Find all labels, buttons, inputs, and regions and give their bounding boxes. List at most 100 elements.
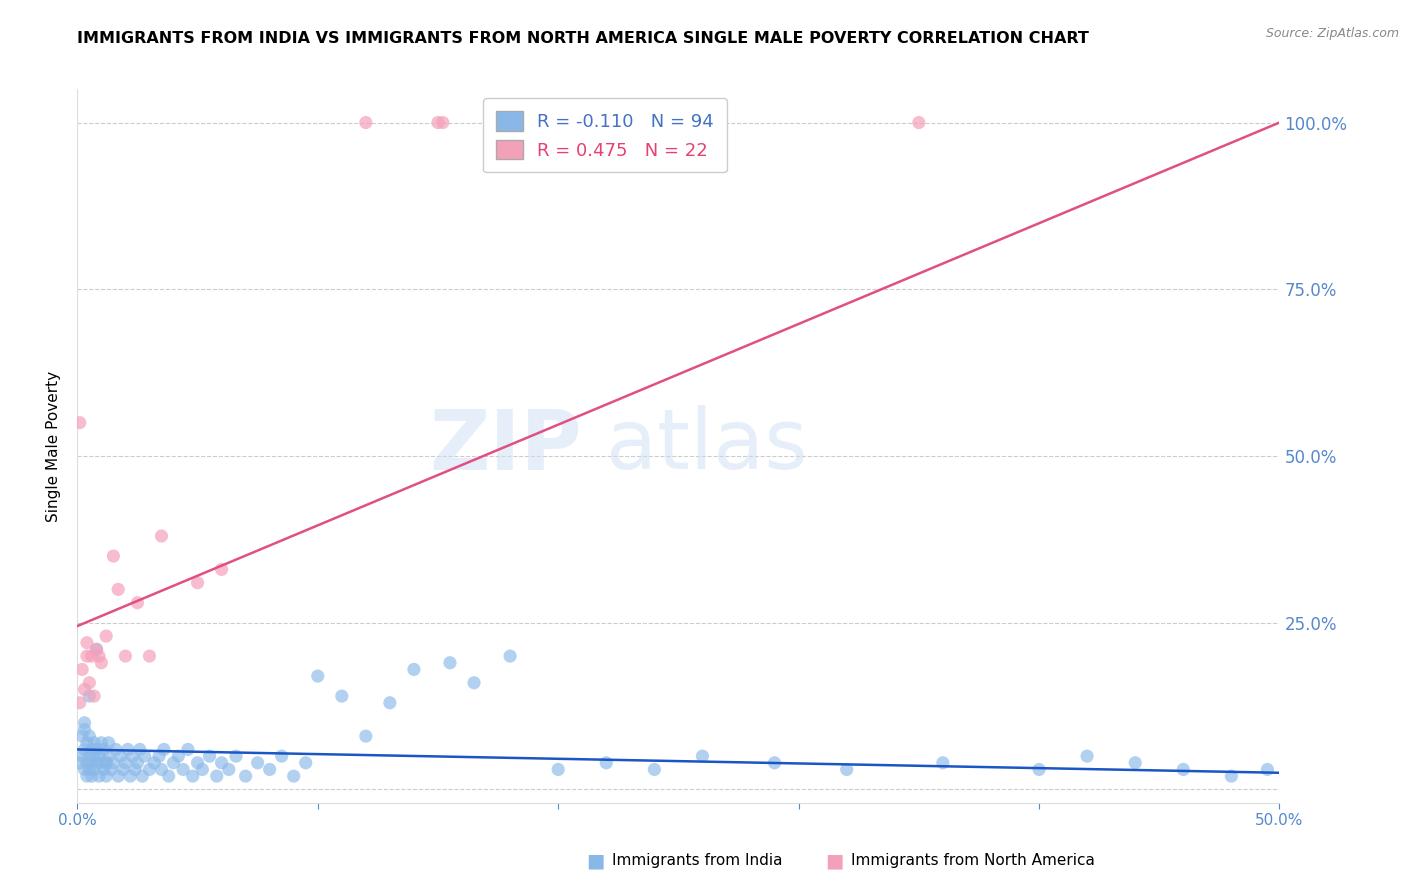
Point xyxy=(80,756,103,770)
Point xyxy=(86,642,108,657)
Point xyxy=(87,769,110,783)
Point xyxy=(86,742,108,756)
Point xyxy=(127,756,149,770)
Point xyxy=(595,756,617,770)
Point xyxy=(73,742,96,756)
Point xyxy=(427,115,450,129)
Point xyxy=(76,756,98,770)
Point xyxy=(131,769,153,783)
Point xyxy=(932,756,955,770)
Point xyxy=(218,763,240,777)
Point xyxy=(80,649,103,664)
Point xyxy=(763,756,786,770)
Point xyxy=(73,763,96,777)
Point xyxy=(117,742,139,756)
Point xyxy=(270,749,292,764)
Point xyxy=(1123,756,1146,770)
Point xyxy=(86,756,108,770)
Point xyxy=(96,769,118,783)
Point xyxy=(76,636,98,650)
Point xyxy=(157,769,180,783)
Point xyxy=(87,649,110,664)
Point xyxy=(354,115,377,129)
Point xyxy=(294,756,316,770)
Point xyxy=(330,689,353,703)
Point xyxy=(104,742,127,756)
Point xyxy=(908,115,931,129)
Point xyxy=(107,769,129,783)
Point xyxy=(835,763,858,777)
Point xyxy=(143,756,166,770)
Text: IMMIGRANTS FROM INDIA VS IMMIGRANTS FROM NORTH AMERICA SINGLE MALE POVERTY CORRE: IMMIGRANTS FROM INDIA VS IMMIGRANTS FROM… xyxy=(77,31,1090,46)
Point xyxy=(121,749,143,764)
Point xyxy=(103,549,125,563)
Point xyxy=(692,749,714,764)
Point xyxy=(138,649,160,664)
Point xyxy=(86,642,108,657)
Point xyxy=(150,763,173,777)
Point xyxy=(96,629,118,643)
Point xyxy=(547,763,569,777)
Point xyxy=(83,763,105,777)
Text: ZIP: ZIP xyxy=(430,406,582,486)
Point xyxy=(150,529,173,543)
Point xyxy=(76,736,98,750)
Text: Source: ZipAtlas.com: Source: ZipAtlas.com xyxy=(1265,27,1399,40)
Point xyxy=(463,675,485,690)
Point xyxy=(127,596,149,610)
Point xyxy=(97,736,120,750)
Point xyxy=(187,756,209,770)
Text: Immigrants from North America: Immigrants from North America xyxy=(851,854,1094,868)
Point xyxy=(181,769,204,783)
Point xyxy=(1220,769,1243,783)
Point xyxy=(235,769,257,783)
Point xyxy=(114,756,136,770)
Point xyxy=(191,763,214,777)
Point xyxy=(100,763,122,777)
Point xyxy=(79,689,101,703)
Point xyxy=(120,769,142,783)
Point xyxy=(643,763,665,777)
Point xyxy=(96,756,118,770)
Point xyxy=(110,749,132,764)
Point xyxy=(211,562,233,576)
Point xyxy=(148,749,170,764)
Point xyxy=(378,696,401,710)
Point xyxy=(1173,763,1195,777)
Point xyxy=(198,749,221,764)
Point xyxy=(90,756,112,770)
Point xyxy=(93,742,115,756)
Point xyxy=(402,662,425,676)
Legend: R = -0.110   N = 94, R = 0.475   N = 22: R = -0.110 N = 94, R = 0.475 N = 22 xyxy=(484,98,727,172)
Point xyxy=(80,769,103,783)
Point xyxy=(167,749,190,764)
Point xyxy=(439,656,461,670)
Point xyxy=(69,696,91,710)
Point xyxy=(83,749,105,764)
Point xyxy=(73,682,96,697)
Point xyxy=(79,749,101,764)
Y-axis label: Single Male Poverty: Single Male Poverty xyxy=(46,370,62,522)
Point xyxy=(354,729,377,743)
Point xyxy=(283,769,305,783)
Point xyxy=(307,669,329,683)
Text: atlas: atlas xyxy=(606,406,808,486)
Point xyxy=(79,729,101,743)
Point xyxy=(107,582,129,597)
Point xyxy=(153,742,176,756)
Point xyxy=(124,763,146,777)
Point xyxy=(114,649,136,664)
Point xyxy=(1076,749,1098,764)
Point xyxy=(1028,763,1050,777)
Point xyxy=(70,749,93,764)
Point xyxy=(76,649,98,664)
Point xyxy=(1256,763,1278,777)
Point xyxy=(172,763,194,777)
Point xyxy=(499,649,522,664)
Point xyxy=(87,749,110,764)
Point xyxy=(83,689,105,703)
Point xyxy=(96,756,118,770)
Text: Immigrants from India: Immigrants from India xyxy=(612,854,782,868)
Point xyxy=(83,736,105,750)
Point xyxy=(80,742,103,756)
